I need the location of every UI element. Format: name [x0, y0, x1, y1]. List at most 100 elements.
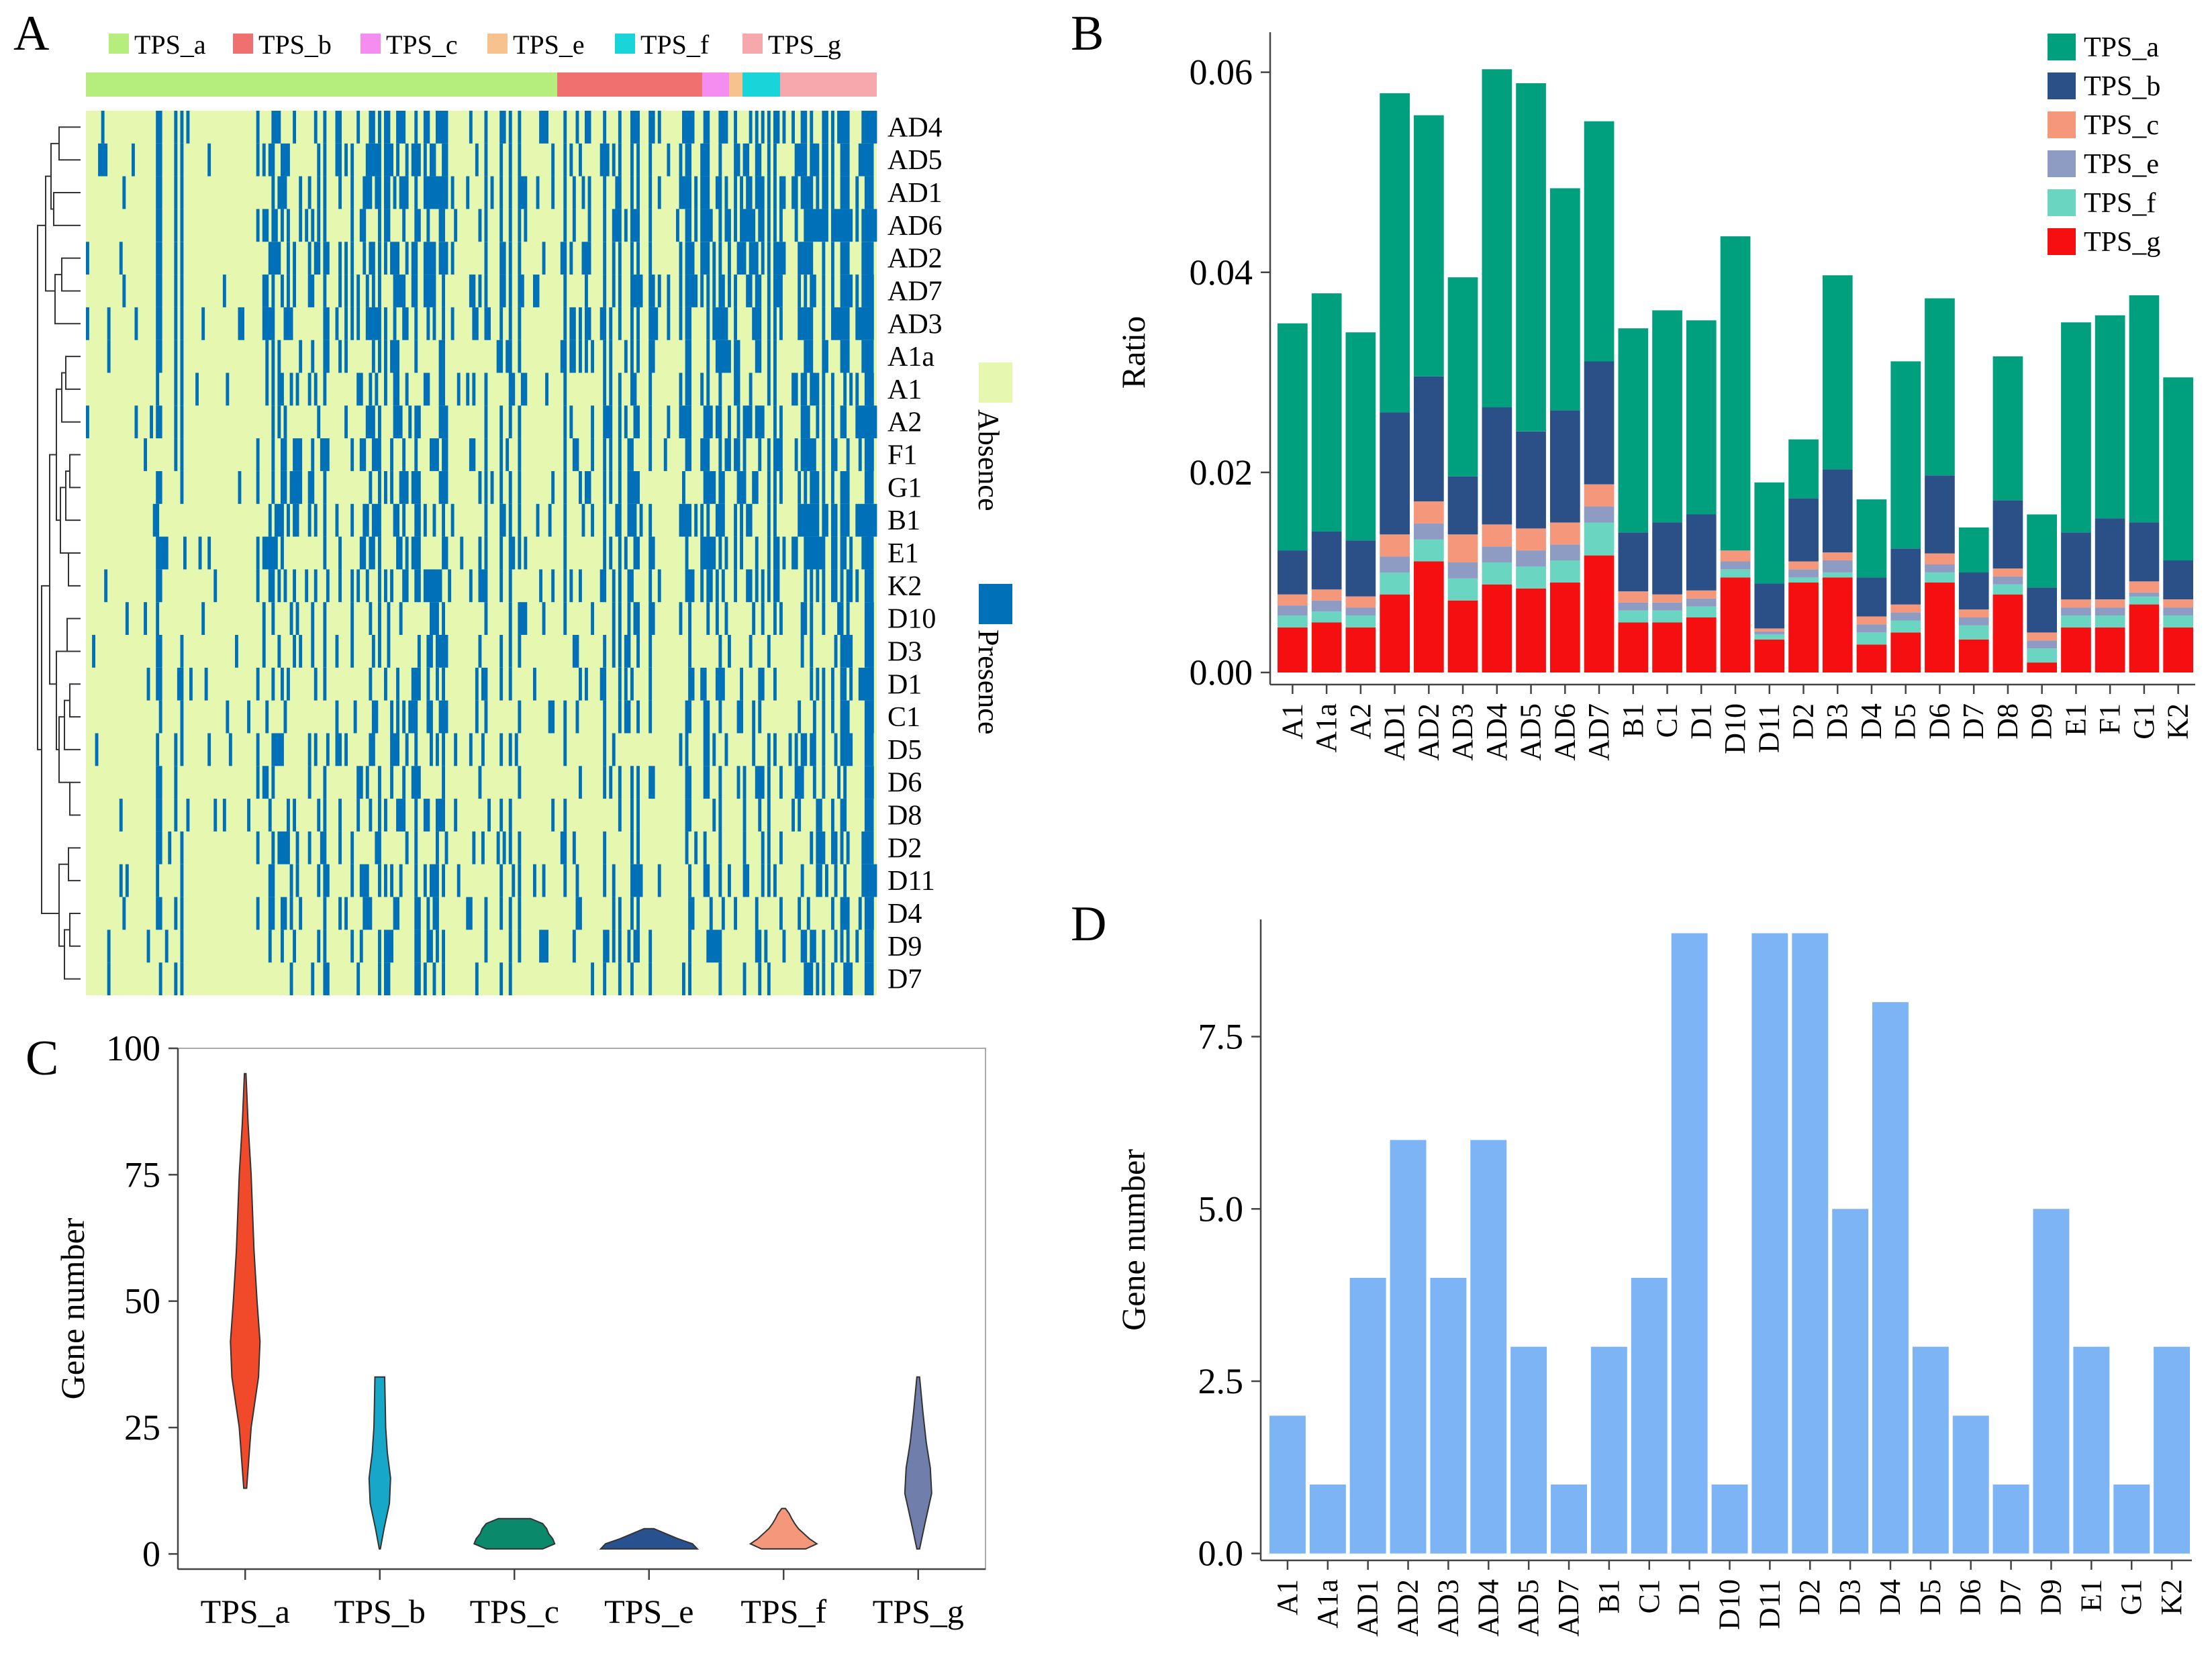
heatmap-cell: [104, 569, 108, 603]
heatmap-cell: [144, 602, 147, 635]
heatmap-cell: [648, 405, 653, 439]
bar-segment-tps_f: [1958, 625, 1989, 640]
heatmap-cell: [256, 209, 260, 242]
heatmap-cell: [384, 143, 387, 177]
heatmap-cell: [518, 242, 522, 275]
heatmap-cell: [825, 340, 828, 373]
bar-segment-tps_a: [1754, 482, 1785, 584]
heatmap-cell: [393, 340, 397, 373]
bar-segment-tps_a: [1311, 293, 1342, 532]
heatmap-cell: [180, 438, 184, 471]
heatmap-cell: [369, 143, 373, 177]
bar-segment-tps_e: [2095, 607, 2125, 615]
heatmap-cell: [740, 536, 743, 570]
heatmap-cell: [816, 831, 820, 864]
heatmap-cell: [432, 438, 436, 471]
bar-segment-tps_f: [1550, 560, 1580, 583]
heatmap-cell: [721, 897, 725, 930]
heatmap-cell: [323, 667, 327, 701]
heatmap-cell: [861, 209, 865, 242]
heatmap-cell: [281, 274, 284, 307]
bar-segment-tps_c: [1380, 534, 1410, 557]
heatmap-cell: [636, 143, 640, 177]
heatmap-cell: [812, 438, 816, 471]
heatmap-cell: [499, 733, 503, 766]
heatmap-cell: [718, 307, 722, 340]
heatmap-cell: [679, 307, 683, 340]
heatmap-cell: [618, 405, 622, 439]
panel-label-b: B: [1071, 6, 1104, 61]
heatmap-cell: [651, 111, 655, 144]
heatmap-cell: [724, 307, 728, 340]
heatmap-cell: [174, 799, 178, 832]
bar-segment-tps_c: [1584, 484, 1615, 507]
heatmap-cell: [508, 209, 512, 242]
heatmap-cell: [432, 307, 436, 340]
heatmap-cell: [630, 766, 634, 799]
heatmap-cell: [414, 569, 418, 603]
heatmap-cell: [499, 536, 503, 570]
row-label-d2: D2: [887, 833, 922, 864]
heatmap-cell: [861, 864, 865, 897]
heatmap-cell: [442, 635, 445, 668]
heatmap-cell: [636, 831, 640, 864]
heatmap-cell: [612, 635, 616, 668]
heatmap-cell: [384, 471, 387, 504]
heatmap-cell: [365, 307, 369, 340]
heatmap-cell: [442, 930, 445, 963]
heatmap-cell: [627, 438, 631, 471]
heatmap-cell: [396, 799, 399, 832]
panel-label-c: C: [26, 1031, 59, 1086]
x-tick-label: K2: [2155, 1579, 2188, 1615]
heatmap-cell: [822, 471, 826, 504]
heatmap-cell: [636, 111, 640, 144]
heatmap-cell: [387, 209, 391, 242]
heatmap-cell: [822, 307, 826, 340]
heatmap-cell: [262, 602, 266, 635]
dendrogram-branch: [53, 192, 81, 226]
heatmap-cell: [831, 897, 834, 930]
heatmap-cell: [618, 209, 622, 242]
heatmap-cell: [742, 242, 747, 275]
heatmap-cell: [338, 799, 342, 832]
heatmap-cell: [542, 864, 546, 897]
heatmap-cell: [706, 471, 710, 504]
bar-segment-tps_f: [1278, 615, 1308, 628]
heatmap-cell: [426, 176, 430, 209]
row-label-d4: D4: [887, 899, 922, 930]
heatmap-cell: [755, 176, 759, 209]
heatmap-cell: [414, 307, 418, 340]
heatmap-cell: [682, 176, 685, 209]
heatmap-cell: [618, 242, 622, 275]
legend-label-tps_b: TPS_b: [258, 30, 332, 60]
heatmap-cell: [798, 700, 802, 734]
heatmap-cell: [651, 536, 655, 570]
heatmap-cell: [749, 242, 753, 275]
heatmap-cell: [563, 471, 567, 504]
heatmap-cell: [624, 700, 628, 734]
heatmap-cell: [363, 897, 367, 930]
heatmap-cell: [873, 111, 877, 144]
heatmap-cell: [545, 372, 548, 406]
heatmap-cell: [685, 143, 689, 177]
bar-segment-tps_g: [1550, 582, 1580, 672]
row-label-ad5: AD5: [887, 145, 943, 176]
heatmap-cell: [758, 438, 762, 471]
heatmap-cell: [688, 176, 691, 209]
heatmap-cell: [655, 307, 659, 340]
heatmap-cell: [323, 372, 327, 406]
heatmap-cell: [287, 503, 290, 537]
heatmap-cell: [855, 503, 859, 537]
row-label-d5: D5: [887, 735, 922, 766]
heatmap-cell: [436, 831, 439, 864]
heatmap-cell: [134, 307, 138, 340]
heatmap-cell: [390, 733, 393, 766]
heatmap-cell: [709, 569, 713, 603]
y-tick-label: 75: [124, 1154, 160, 1195]
heatmap-cell: [873, 503, 877, 537]
heatmap-cell: [630, 242, 634, 275]
heatmap-cell: [712, 307, 716, 340]
heatmap-cell: [317, 799, 321, 832]
heatmap-cell: [767, 864, 771, 897]
heatmap-cell: [314, 372, 318, 406]
